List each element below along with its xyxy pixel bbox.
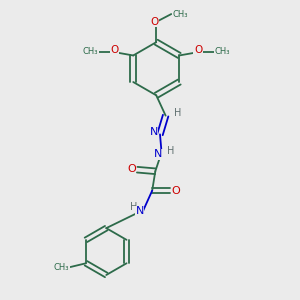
Text: CH₃: CH₃ <box>214 47 230 56</box>
Text: H: H <box>174 108 181 118</box>
Text: O: O <box>194 45 202 55</box>
Text: O: O <box>127 164 136 174</box>
Text: O: O <box>110 45 118 55</box>
Text: O: O <box>151 17 159 27</box>
Text: H: H <box>167 146 174 156</box>
Text: CH₃: CH₃ <box>83 47 98 56</box>
Text: N: N <box>136 206 144 216</box>
Text: O: O <box>172 186 180 196</box>
Text: H: H <box>130 202 138 212</box>
Text: CH₃: CH₃ <box>54 263 69 272</box>
Text: CH₃: CH₃ <box>172 10 188 19</box>
Text: N: N <box>150 128 158 137</box>
Text: N: N <box>154 149 162 159</box>
